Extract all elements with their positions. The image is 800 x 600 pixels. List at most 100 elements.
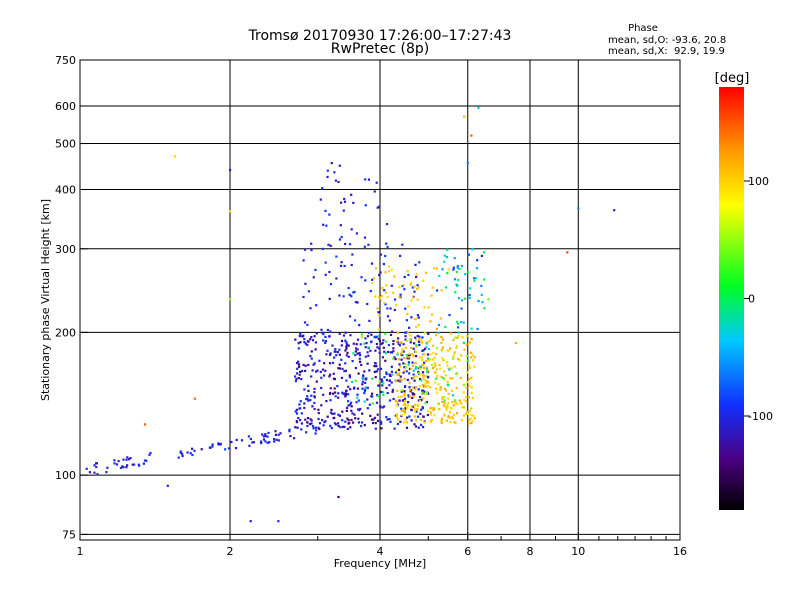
data-point [472, 414, 475, 417]
data-point [177, 456, 180, 459]
data-point [310, 394, 313, 397]
data-point [481, 301, 484, 304]
data-point [324, 369, 327, 372]
data-point [324, 341, 327, 344]
data-point [425, 391, 428, 394]
data-point [473, 356, 476, 359]
data-point [449, 377, 452, 380]
data-point [450, 406, 453, 409]
data-point [470, 337, 473, 341]
data-point [338, 238, 341, 241]
data-point [350, 193, 353, 196]
data-point [321, 247, 324, 250]
data-point [423, 331, 427, 334]
y-tick-label: 750 [55, 54, 76, 67]
data-point [385, 284, 388, 287]
data-point [337, 396, 340, 399]
data-point [471, 396, 474, 400]
data-point [329, 283, 332, 286]
data-point [371, 392, 374, 395]
data-point [337, 413, 340, 416]
data-point [338, 367, 341, 370]
data-point [315, 370, 318, 373]
data-point [382, 346, 385, 349]
data-point [304, 342, 307, 345]
data-point [395, 416, 398, 419]
data-point [181, 452, 184, 455]
data-point [408, 415, 411, 418]
data-point [342, 295, 345, 298]
data-point [366, 407, 369, 410]
data-point [325, 400, 328, 403]
colorbar-tick-label: -100 [748, 410, 773, 423]
data-point [334, 179, 337, 182]
data-point [249, 520, 252, 523]
data-point [462, 341, 465, 344]
data-point [304, 282, 307, 285]
data-point [377, 328, 380, 331]
data-point [398, 371, 401, 374]
data-point [441, 356, 444, 359]
data-point [468, 364, 471, 367]
x-tick-label: 16 [673, 545, 687, 558]
data-point [313, 362, 316, 365]
data-point [402, 362, 405, 365]
data-point [404, 307, 407, 310]
data-point [310, 242, 313, 245]
data-point [465, 386, 468, 389]
data-point [235, 438, 238, 441]
data-point [347, 400, 350, 403]
data-point [318, 427, 321, 431]
data-point [386, 245, 389, 249]
data-point [115, 463, 119, 466]
data-point [93, 471, 96, 474]
data-point [406, 406, 409, 409]
data-point [397, 337, 400, 340]
data-point [328, 270, 331, 274]
data-point [357, 372, 360, 375]
data-point [227, 447, 231, 450]
data-point [384, 332, 387, 335]
data-point [315, 380, 318, 383]
data-point [404, 418, 407, 421]
data-point [420, 423, 423, 426]
data-point [260, 440, 263, 443]
data-point [313, 396, 316, 399]
data-point [406, 312, 409, 315]
data-point [273, 440, 276, 443]
data-point [423, 421, 426, 424]
data-point [431, 366, 435, 370]
data-point [439, 317, 442, 320]
data-point [415, 345, 418, 348]
data-point [416, 287, 419, 290]
data-point [363, 236, 367, 239]
data-point [468, 384, 471, 387]
data-point [344, 339, 347, 342]
data-point [351, 253, 354, 256]
data-point [466, 412, 469, 415]
data-point [357, 417, 360, 420]
data-point [380, 390, 383, 394]
data-point [452, 357, 455, 360]
data-point [306, 323, 309, 326]
data-point [384, 291, 388, 294]
data-point [432, 408, 435, 412]
data-point [308, 423, 312, 426]
data-point [385, 371, 388, 374]
data-point [273, 438, 276, 441]
data-point [412, 347, 415, 350]
data-point [303, 341, 306, 344]
data-point [418, 400, 422, 403]
data-point [350, 409, 353, 412]
data-point [355, 343, 358, 346]
data-point [378, 351, 381, 354]
data-point [347, 287, 350, 290]
data-point [404, 335, 407, 338]
data-point [324, 340, 327, 343]
data-point [427, 381, 430, 384]
data-point [301, 335, 304, 338]
data-point [373, 277, 376, 280]
data-point [418, 343, 421, 347]
data-point [320, 328, 323, 331]
